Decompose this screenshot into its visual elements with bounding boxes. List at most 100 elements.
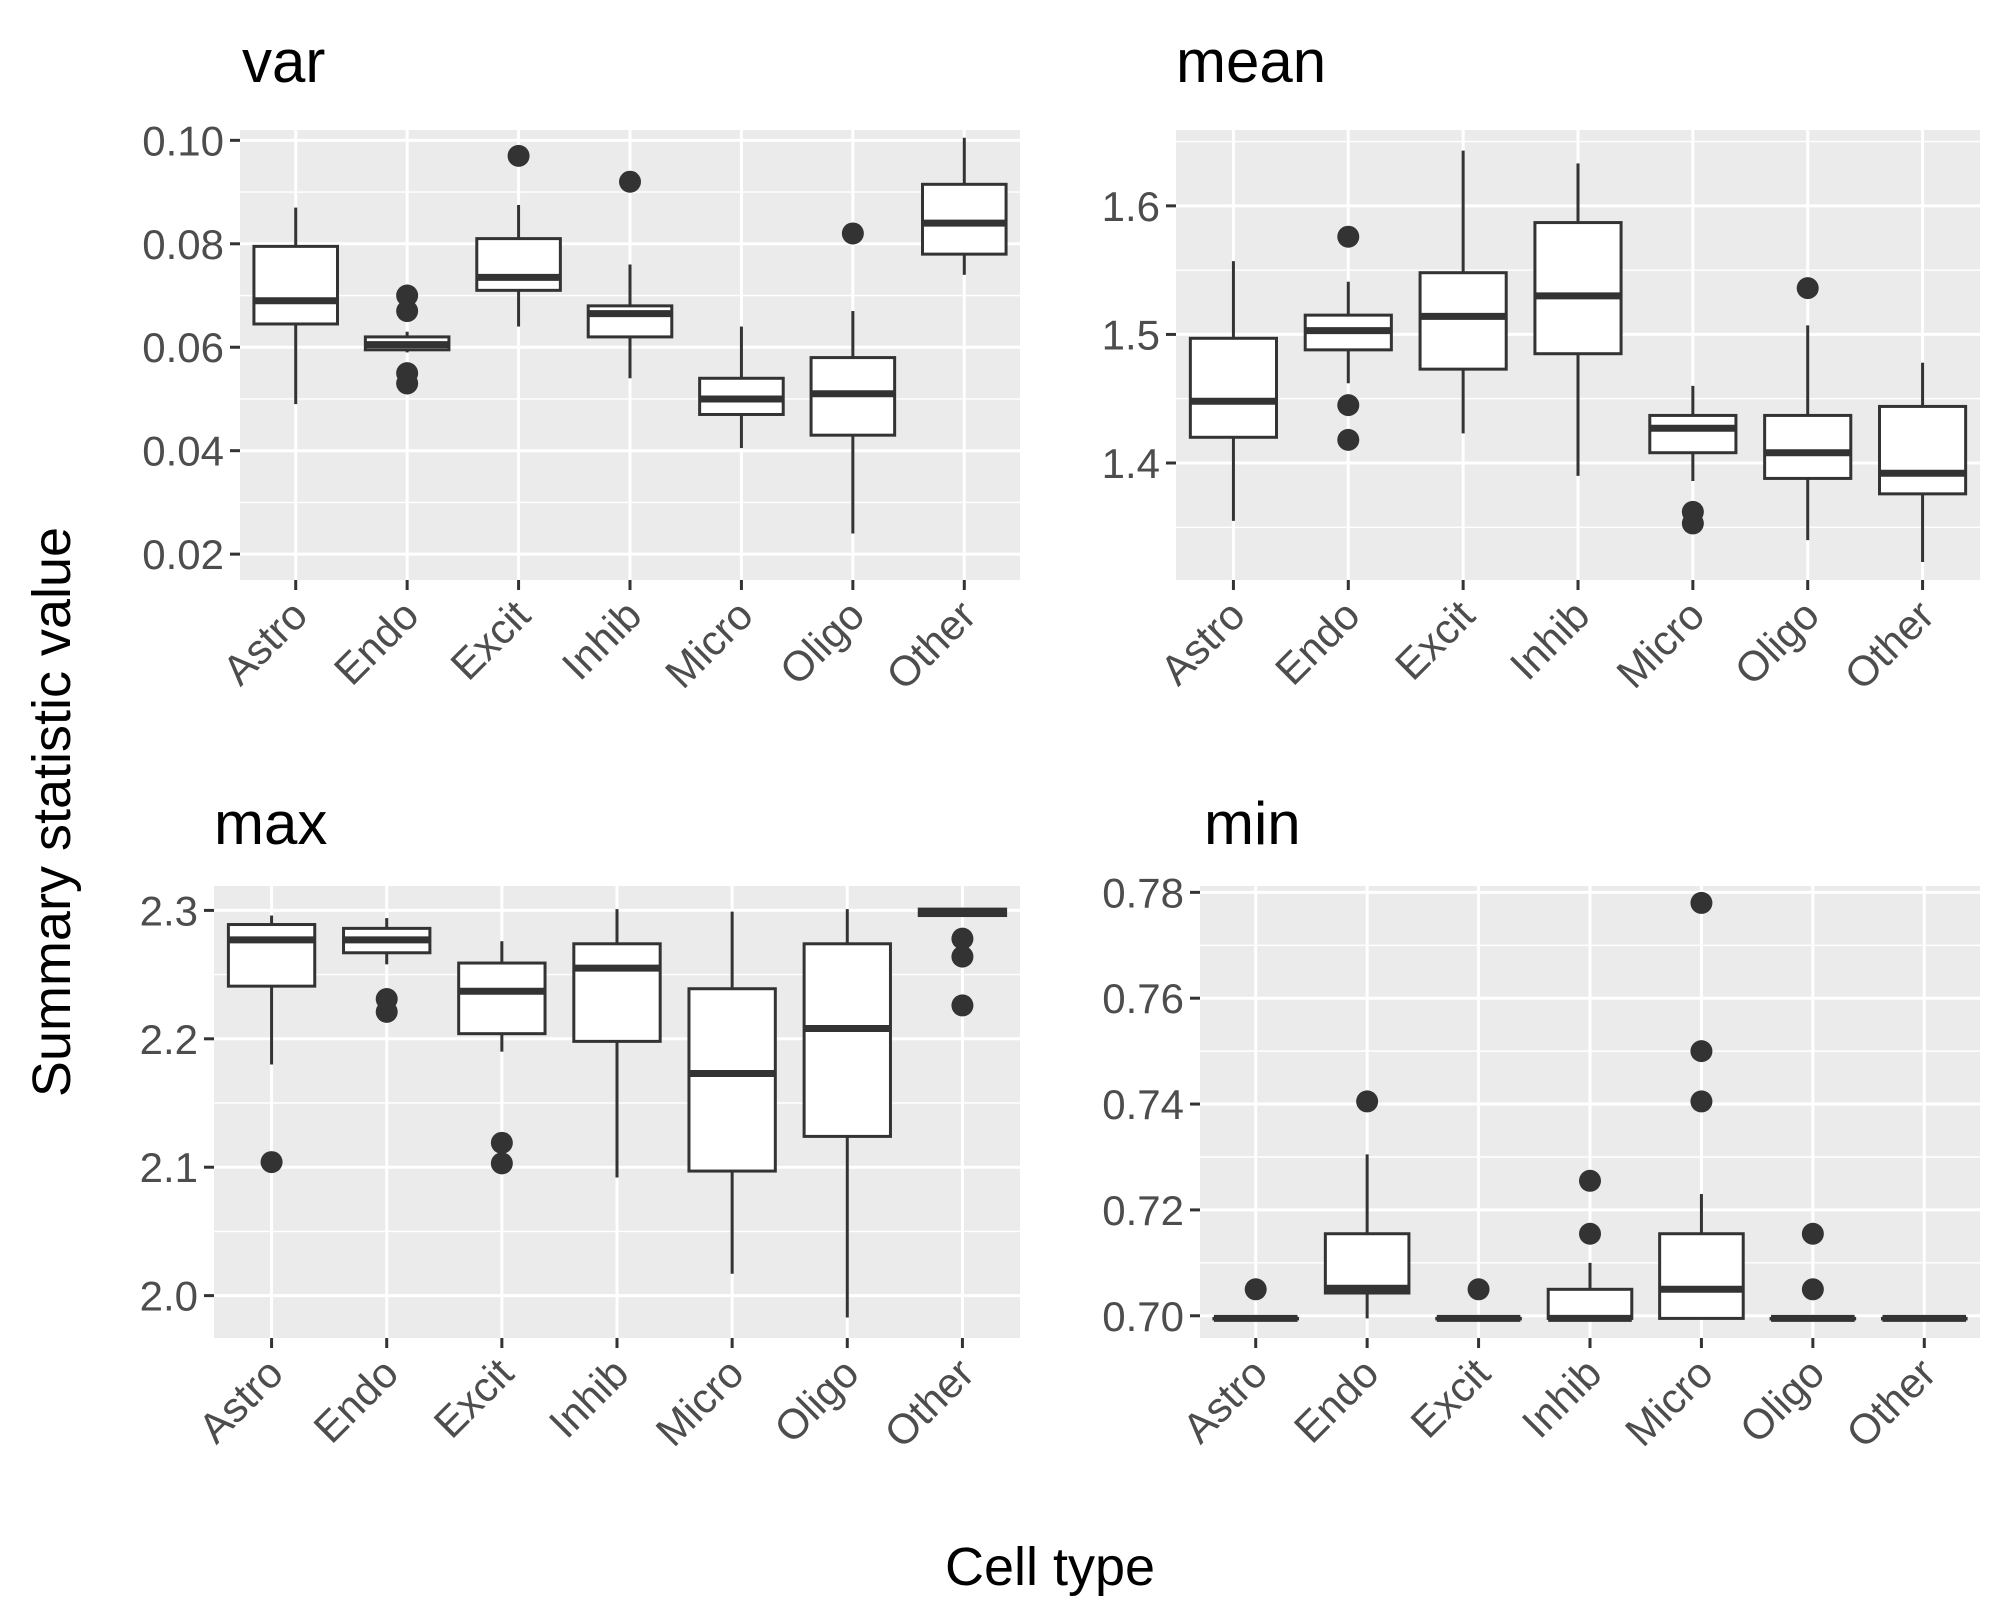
y-tick-label: 2.2 [140, 1016, 198, 1063]
y-tick-label: 0.08 [142, 221, 224, 268]
interquartile-box [475, 237, 562, 292]
outlier-point [951, 994, 974, 1017]
box-var-excit [475, 144, 562, 327]
outlier-point [1690, 891, 1713, 914]
x-axis-title: Cell type [945, 1537, 1155, 1597]
x-tick-label: Astro [214, 591, 317, 694]
outlier-point [1467, 1278, 1490, 1301]
x-tick-label: Oligo [1726, 591, 1829, 694]
x-tick-label: Astro [189, 1349, 292, 1452]
box-max-oligo [802, 909, 892, 1318]
x-tick-label: Astro [1174, 1349, 1277, 1452]
outlier-point [951, 927, 974, 950]
box-min-oligo [1769, 1222, 1857, 1322]
box-mean-astro [1188, 261, 1279, 521]
interquartile-box [1648, 413, 1738, 455]
box-min-other [1881, 1314, 1968, 1322]
interquartile-box [457, 961, 547, 1036]
outlier-point [396, 284, 419, 307]
outlier-point [1801, 1222, 1824, 1245]
x-tick-label: Inhib [540, 1349, 638, 1447]
panel-min: min 0.70 0.72 0.74 0.76 0.78 Astro Endo Excit Inh… [1102, 790, 1980, 1457]
y-tick-label: 2.1 [140, 1144, 198, 1191]
outlier-point [1579, 1169, 1601, 1192]
outlier-point [841, 222, 864, 245]
interquartile-box [921, 182, 1008, 256]
box-max-excit [457, 941, 547, 1175]
outlier-point [1337, 428, 1360, 451]
box-var-micro [698, 326, 785, 449]
box-max-micro [687, 911, 777, 1274]
panel-var: var 0.02 0.04 0.06 0.08 0.10 Astro Endo Excit Inh… [142, 28, 1020, 699]
box-mean-micro [1648, 385, 1738, 535]
outlier-point [490, 1131, 513, 1154]
y-tick-label: 0.72 [1102, 1187, 1184, 1234]
outlier-point [951, 945, 974, 968]
x-tick-label: Oligo [765, 1349, 868, 1452]
box-max-endo [342, 918, 432, 1023]
outlier-point [507, 144, 530, 167]
y-tick-label: 0.70 [1102, 1293, 1184, 1340]
outlier-point [619, 170, 641, 193]
box-var-astro [252, 207, 339, 405]
interquartile-box [687, 987, 777, 1173]
x-tick-label: Micro [656, 591, 762, 697]
x-tick-label: Endo [1285, 1349, 1388, 1452]
panel-title-max: max [214, 790, 327, 857]
box-min-astro [1212, 1278, 1300, 1322]
box-mean-excit [1418, 150, 1508, 434]
y-tick-label: 0.02 [142, 531, 224, 578]
outlier-point [1690, 1090, 1713, 1113]
box-mean-oligo [1763, 277, 1853, 541]
x-tick-label: Endo [1266, 591, 1369, 694]
box-var-oligo [809, 222, 897, 534]
box-mean-inhib [1533, 163, 1623, 476]
y-tick-label: 0.76 [1102, 975, 1184, 1022]
interquartile-box [1546, 1287, 1634, 1320]
y-tick-label: 2.3 [140, 887, 198, 934]
outlier-point [1337, 394, 1360, 417]
y-tick-label: 1.6 [1102, 183, 1160, 230]
y-tick-label: 0.06 [142, 324, 224, 371]
interquartile-box [1763, 413, 1853, 480]
outlier-point [396, 372, 419, 395]
outlier-point [1244, 1278, 1267, 1301]
y-tick-label: 0.10 [142, 117, 224, 164]
panel-title-var: var [242, 28, 325, 95]
outlier-point [1796, 277, 1819, 300]
x-tick-label: Excit [425, 1349, 523, 1447]
panel-title-mean: mean [1176, 28, 1326, 95]
interquartile-box [226, 923, 317, 988]
box-var-other [921, 137, 1008, 275]
box-mean-endo [1303, 225, 1393, 451]
box-min-inhib [1546, 1169, 1634, 1322]
box-min-micro [1658, 891, 1745, 1320]
outlier-point [490, 1152, 513, 1175]
interquartile-box [1188, 336, 1279, 439]
panel-title-min: min [1204, 790, 1301, 857]
interquartile-box [1658, 1232, 1745, 1320]
x-tick-label: Endo [304, 1349, 407, 1452]
x-tick-label: Astro [1151, 591, 1254, 694]
box-min-endo [1323, 1090, 1411, 1319]
box-max-astro [226, 915, 317, 1174]
box-mean-other [1878, 362, 1968, 562]
y-tick-label: 2.0 [140, 1273, 198, 1320]
x-tick-label: Oligo [771, 591, 874, 694]
box-var-endo [363, 284, 451, 395]
x-tick-label: Other [1835, 591, 1943, 699]
box-max-other [917, 907, 1008, 1017]
x-tick-label: Other [875, 1349, 983, 1457]
outlier-point [1801, 1278, 1824, 1301]
interquartile-box [572, 942, 662, 1043]
outlier-point [375, 1000, 398, 1023]
box-min-excit [1435, 1278, 1522, 1322]
y-tick-label: 0.04 [142, 428, 224, 475]
x-tick-label: Excit [441, 591, 539, 689]
x-tick-label: Other [1837, 1349, 1945, 1457]
x-tick-label: Micro [647, 1349, 753, 1455]
outlier-point [1356, 1090, 1379, 1113]
